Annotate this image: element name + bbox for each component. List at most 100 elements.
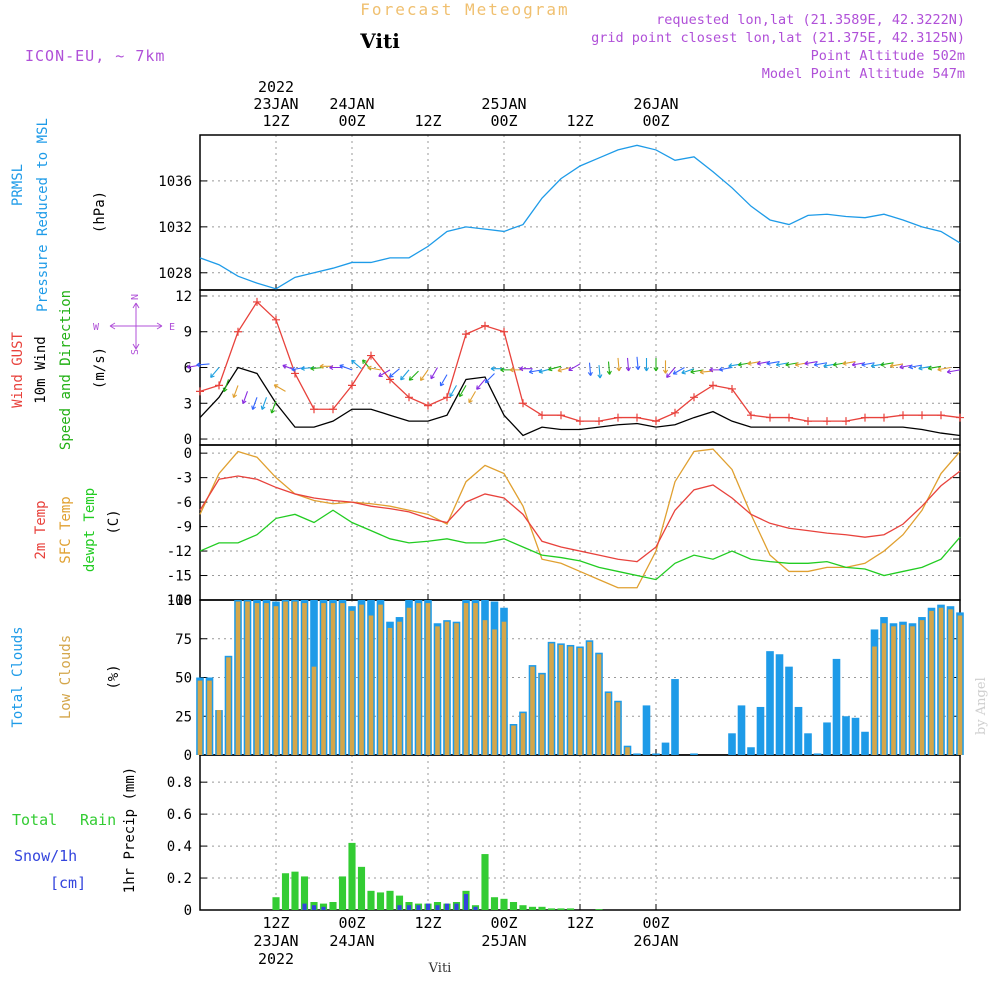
low-cloud-bar bbox=[900, 624, 906, 755]
bottom-time-label-1: 00Z bbox=[338, 914, 365, 932]
wind-direction-arrow bbox=[241, 391, 249, 404]
low-cloud-bar bbox=[558, 644, 564, 755]
rain-bar bbox=[481, 854, 489, 910]
compass-rose bbox=[109, 302, 163, 350]
gust-marker bbox=[481, 321, 489, 330]
gust-marker bbox=[215, 381, 223, 390]
wind-direction-arrow bbox=[766, 360, 780, 366]
cloud-unit-label: (%) bbox=[106, 664, 122, 689]
cloud-axis-label-2: Low Clouds bbox=[58, 635, 74, 719]
ytick-label-temperature-6: 0 bbox=[184, 446, 192, 462]
snow-bar bbox=[311, 905, 317, 910]
low-cloud-bar bbox=[919, 620, 925, 755]
total-cloud-bar bbox=[633, 753, 641, 755]
gust-marker bbox=[557, 411, 565, 420]
gust-marker bbox=[538, 411, 546, 420]
rain-bar bbox=[500, 898, 508, 910]
wind-direction-arrow bbox=[625, 357, 631, 372]
low-cloud-bar bbox=[311, 666, 317, 755]
wind-direction-arrow bbox=[899, 364, 913, 370]
gust-marker bbox=[500, 327, 508, 336]
low-cloud-bar bbox=[283, 601, 288, 755]
total-cloud-bar bbox=[756, 706, 765, 755]
bottom-date-label-0: 23JAN bbox=[253, 932, 298, 950]
low-cloud-bar bbox=[577, 648, 583, 755]
ytick-label-temperature-0: -18 bbox=[167, 593, 192, 609]
station-title: Viti bbox=[359, 29, 400, 53]
gust-marker bbox=[728, 384, 736, 393]
wind-direction-arrow bbox=[449, 385, 457, 398]
total-cloud-bar bbox=[842, 716, 850, 755]
low-cloud-bar bbox=[454, 623, 459, 755]
temp-2m-line bbox=[199, 470, 961, 563]
gust-marker bbox=[272, 315, 280, 324]
compass-west: W bbox=[93, 322, 100, 333]
model-altitude: Model Point Altitude 547m bbox=[762, 66, 965, 82]
wind-direction-arrow bbox=[861, 361, 875, 367]
bottom-time-label-5: 00Z bbox=[642, 914, 669, 932]
low-cloud-bar bbox=[349, 610, 355, 755]
gust-marker bbox=[690, 393, 698, 402]
top-time-label-4: 12Z bbox=[566, 112, 593, 130]
snow-bar bbox=[463, 894, 469, 910]
wind-direction-arrow bbox=[439, 374, 448, 387]
low-cloud-bar bbox=[587, 641, 592, 755]
wind-direction-arrow bbox=[672, 367, 685, 375]
ytick-label-pressure-2: 1036 bbox=[158, 174, 192, 190]
precip-axis-label: 1hr Precip (mm) bbox=[122, 767, 138, 893]
wind-direction-arrow bbox=[408, 370, 419, 381]
wind-direction-arrow bbox=[635, 356, 641, 371]
bottom-time-label-2: 12Z bbox=[414, 914, 441, 932]
total-cloud-bar bbox=[661, 742, 670, 755]
gust-marker bbox=[633, 413, 641, 422]
snow-bar bbox=[425, 903, 431, 910]
ytick-label-precip-3: 0.6 bbox=[167, 807, 192, 823]
wind-direction-arrow bbox=[273, 384, 286, 392]
wind-direction-arrow bbox=[681, 368, 695, 375]
wind-unit-label: (m/s) bbox=[92, 347, 108, 389]
gust-marker bbox=[823, 417, 831, 426]
rain-bar bbox=[348, 842, 356, 910]
wind-direction-arrow bbox=[430, 367, 438, 380]
gust-marker bbox=[804, 417, 812, 426]
top-date-label-1: 24JAN bbox=[329, 95, 374, 113]
ytick-label-wind-2: 6 bbox=[184, 361, 192, 377]
wind-axis-label-2: 10m Wind bbox=[33, 336, 49, 403]
wind-direction-arrow bbox=[889, 363, 904, 369]
cloud-axis-label-1: Total Clouds bbox=[10, 626, 26, 727]
precip-legend-rain: Rain bbox=[80, 811, 116, 829]
gust-marker bbox=[595, 417, 603, 426]
low-cloud-bar bbox=[891, 626, 896, 755]
low-cloud-bar bbox=[929, 610, 934, 755]
gust-marker bbox=[253, 297, 261, 306]
gust-marker bbox=[899, 411, 907, 420]
precip-legend-snow: Snow/1h bbox=[14, 847, 77, 865]
gust-marker bbox=[310, 405, 318, 414]
wind-direction-arrow bbox=[747, 360, 761, 366]
gust-marker bbox=[519, 399, 527, 408]
wind-direction-arrow bbox=[351, 359, 362, 370]
rain-bar bbox=[291, 871, 299, 910]
wind-direction-arrow bbox=[880, 361, 894, 367]
ytick-label-clouds-0: 0 bbox=[184, 748, 192, 764]
low-cloud-bar bbox=[273, 606, 279, 755]
low-cloud-bar bbox=[406, 607, 412, 755]
wind-direction-arrow bbox=[329, 364, 343, 371]
gust-marker bbox=[614, 413, 622, 422]
rain-bar bbox=[490, 897, 499, 910]
low-cloud-bar bbox=[444, 621, 450, 755]
rain-bar bbox=[272, 897, 280, 910]
precip-legend-unit: [cm] bbox=[50, 874, 86, 892]
ytick-label-temperature-4: -6 bbox=[175, 495, 192, 511]
total-cloud-bar bbox=[652, 753, 660, 755]
wind-direction-arrow bbox=[400, 369, 410, 381]
total-cloud-bar bbox=[813, 753, 822, 755]
wind-direction-arrow bbox=[222, 379, 230, 393]
wind-direction-arrow bbox=[842, 360, 856, 366]
rain-bar bbox=[386, 890, 394, 910]
total-cloud-bar bbox=[861, 731, 869, 755]
ytick-label-precip-0: 0 bbox=[184, 903, 192, 919]
total-cloud-bar bbox=[642, 705, 651, 755]
panel-frame-precip bbox=[199, 754, 961, 911]
wind-direction-arrow bbox=[519, 366, 533, 372]
